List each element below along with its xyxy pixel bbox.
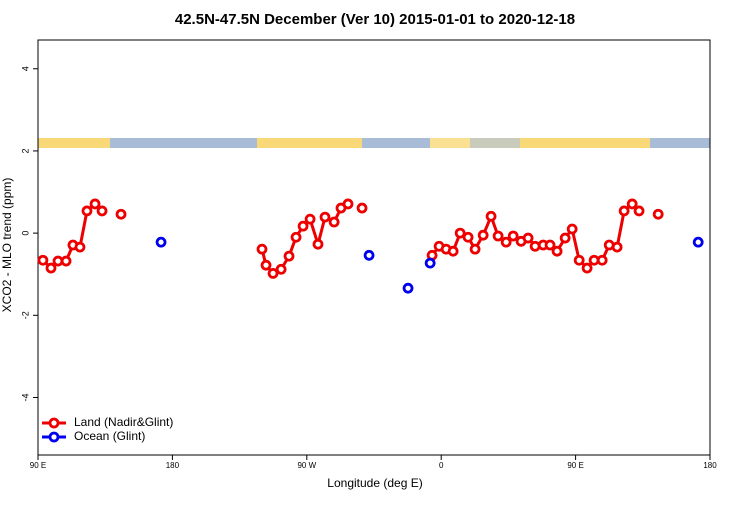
data-point	[402, 282, 414, 294]
data-point	[529, 240, 541, 252]
data-point	[275, 263, 287, 275]
data-point	[155, 236, 167, 248]
data-point	[319, 211, 331, 223]
y-tick-label: 4	[20, 66, 30, 71]
data-point	[356, 202, 368, 214]
data-point	[447, 245, 459, 257]
data-point	[500, 236, 512, 248]
data-point	[485, 210, 497, 222]
data-point	[290, 231, 302, 243]
data-point	[652, 208, 664, 220]
data-point	[454, 227, 466, 239]
data-point	[462, 231, 474, 243]
data-point	[581, 262, 593, 274]
data-point	[304, 213, 316, 225]
x-tick-label: 90 E	[30, 461, 46, 470]
y-tick-label: -2	[20, 311, 30, 319]
data-point	[267, 267, 279, 279]
data-point	[283, 250, 295, 262]
data-point	[256, 243, 268, 255]
data-point	[626, 198, 638, 210]
y-tick-label: 0	[20, 231, 30, 236]
plot-frame	[37, 39, 711, 456]
data-point	[89, 198, 101, 210]
data-point	[477, 229, 489, 241]
data-point	[260, 259, 272, 271]
data-point	[544, 239, 556, 251]
data-point	[522, 232, 534, 244]
data-point	[692, 236, 704, 248]
y-axis-label: XCO2 - MLO trend (ppm)	[0, 178, 14, 313]
data-point	[469, 243, 481, 255]
data-point	[115, 208, 127, 220]
y-tick-label: 2	[20, 148, 30, 153]
data-point	[596, 254, 608, 266]
data-point	[60, 255, 72, 267]
land-mask-strip	[38, 138, 710, 148]
data-point	[81, 205, 93, 217]
x-tick-label: 180	[166, 461, 180, 470]
data-point	[424, 257, 436, 269]
x-tick-label: 90 E	[567, 461, 583, 470]
data-point	[312, 238, 324, 250]
x-tick-label: 180	[703, 461, 717, 470]
x-axis-label: Longitude (deg E)	[327, 476, 422, 490]
data-point	[297, 220, 309, 232]
data-point	[492, 230, 504, 242]
data-point	[618, 205, 630, 217]
data-point	[74, 241, 86, 253]
data-point	[328, 216, 340, 228]
data-point	[633, 205, 645, 217]
chart-title: 42.5N-47.5N December (Ver 10) 2015-01-01…	[175, 11, 575, 28]
data-point	[566, 223, 578, 235]
data-point	[342, 198, 354, 210]
legend-marker	[48, 431, 60, 443]
data-point	[559, 232, 571, 244]
series-line	[260, 202, 349, 276]
x-tick-label: 0	[439, 461, 444, 470]
data-point	[363, 249, 375, 261]
data-point	[507, 230, 519, 242]
data-point	[45, 262, 57, 274]
x-tick-label: 90 W	[297, 461, 316, 470]
data-point	[96, 205, 108, 217]
series-line	[41, 201, 104, 271]
legend-label: Ocean (Glint)	[74, 429, 145, 443]
data-point	[37, 254, 49, 266]
data-point	[611, 241, 623, 253]
data-point	[551, 245, 563, 257]
y-tick-label: -4	[20, 393, 30, 401]
legend-label: Land (Nadir&Glint)	[74, 415, 173, 429]
legend-marker	[48, 417, 60, 429]
data-point	[573, 254, 585, 266]
